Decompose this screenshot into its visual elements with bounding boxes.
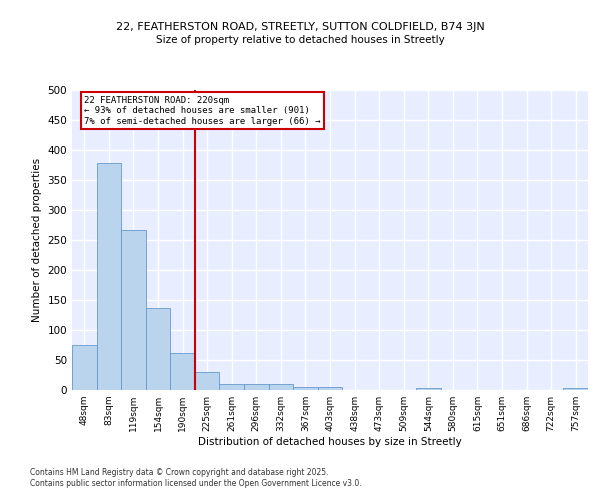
Text: 22, FEATHERSTON ROAD, STREETLY, SUTTON COLDFIELD, B74 3JN: 22, FEATHERSTON ROAD, STREETLY, SUTTON C…: [116, 22, 484, 32]
Bar: [416, 388, 440, 390]
Bar: [318, 387, 342, 390]
Bar: [269, 384, 293, 390]
Text: Size of property relative to detached houses in Streetly: Size of property relative to detached ho…: [155, 35, 445, 45]
Y-axis label: Number of detached properties: Number of detached properties: [32, 158, 42, 322]
Text: Contains HM Land Registry data © Crown copyright and database right 2025.
Contai: Contains HM Land Registry data © Crown c…: [30, 468, 362, 487]
Bar: [220, 384, 244, 390]
Bar: [72, 345, 97, 390]
Bar: [170, 353, 195, 390]
Bar: [97, 163, 121, 390]
Bar: [195, 372, 220, 390]
Text: 22 FEATHERSTON ROAD: 220sqm
← 93% of detached houses are smaller (901)
7% of sem: 22 FEATHERSTON ROAD: 220sqm ← 93% of det…: [84, 96, 321, 126]
Bar: [146, 308, 170, 390]
Bar: [293, 387, 318, 390]
X-axis label: Distribution of detached houses by size in Streetly: Distribution of detached houses by size …: [198, 437, 462, 447]
Bar: [563, 388, 588, 390]
Bar: [121, 230, 146, 390]
Bar: [244, 384, 269, 390]
